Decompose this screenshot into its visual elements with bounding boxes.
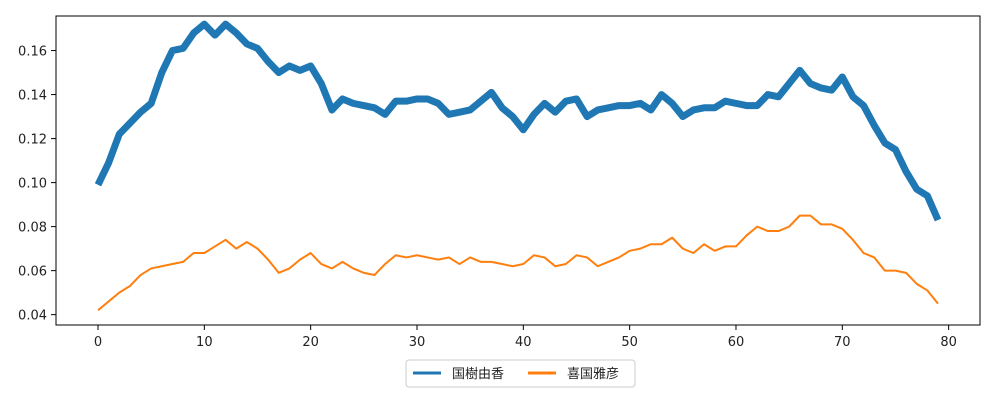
series-line-2 xyxy=(97,214,939,312)
y-tick-label: 0.14 xyxy=(18,89,47,104)
x-tick-label: 70 xyxy=(834,335,851,350)
x-tick-label: 10 xyxy=(196,335,213,350)
series-layer xyxy=(94,20,942,312)
y-tick-label: 0.04 xyxy=(18,309,47,324)
x-tick-label: 80 xyxy=(940,335,957,350)
legend-frame xyxy=(405,359,636,388)
y-tick-label: 0.08 xyxy=(18,221,47,236)
legend-label-series-2: 喜国雅彦 xyxy=(567,366,619,382)
y-axis: 0.04 0.06 0.08 0.10 0.12 0.14 0.16 xyxy=(18,45,56,324)
x-tick-label: 20 xyxy=(302,335,319,350)
y-tick-label: 0.06 xyxy=(18,265,47,280)
x-tick-label: 0 xyxy=(94,335,102,350)
y-tick-label: 0.16 xyxy=(18,45,47,60)
legend: 国樹由香 喜国雅彦 xyxy=(405,359,636,388)
x-tick-label: 60 xyxy=(728,335,745,350)
legend-label-series-1: 国樹由香 xyxy=(452,367,504,382)
x-tick-label: 40 xyxy=(515,335,532,350)
y-tick-label: 0.12 xyxy=(18,133,47,148)
plot-frame xyxy=(55,15,981,326)
x-axis: 0 10 20 30 40 50 60 70 80 xyxy=(94,325,957,350)
x-tick-label: 30 xyxy=(409,335,426,350)
series-line-1 xyxy=(94,20,942,222)
x-tick-label: 50 xyxy=(621,335,638,350)
y-tick-label: 0.10 xyxy=(18,177,47,192)
plot-background xyxy=(56,16,980,325)
